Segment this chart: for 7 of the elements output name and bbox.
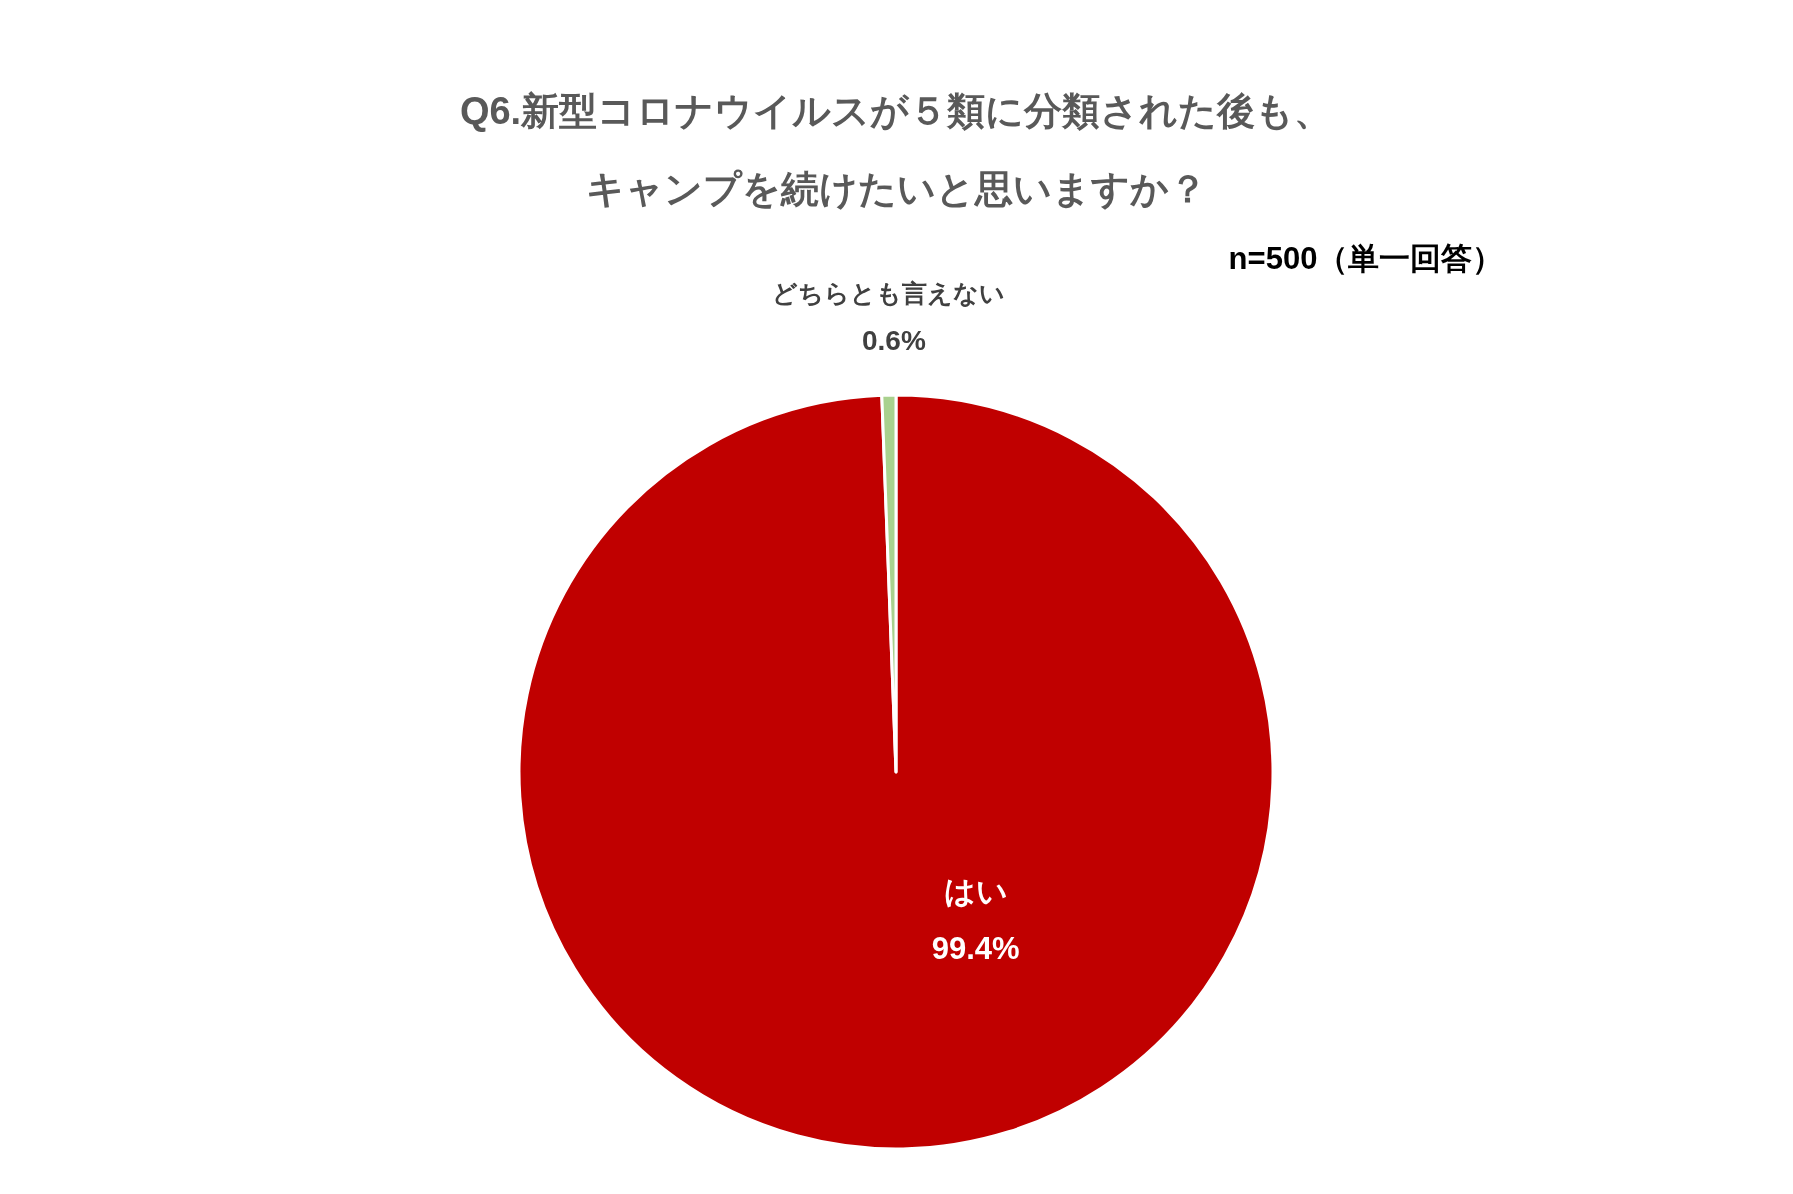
title: Q6.新型コロナウイルスが５類に分類された後も、: [459, 90, 1333, 133]
data-label: 99.4%: [931, 931, 1020, 966]
data-label: 0.6%: [862, 325, 926, 357]
annotation: n=500（単一回答）: [1228, 241, 1504, 277]
data-label: はい: [943, 874, 1008, 909]
data-label: どちらとも言えない: [772, 278, 1006, 307]
title: キャンプを続けたいと思いますか？: [585, 168, 1207, 211]
